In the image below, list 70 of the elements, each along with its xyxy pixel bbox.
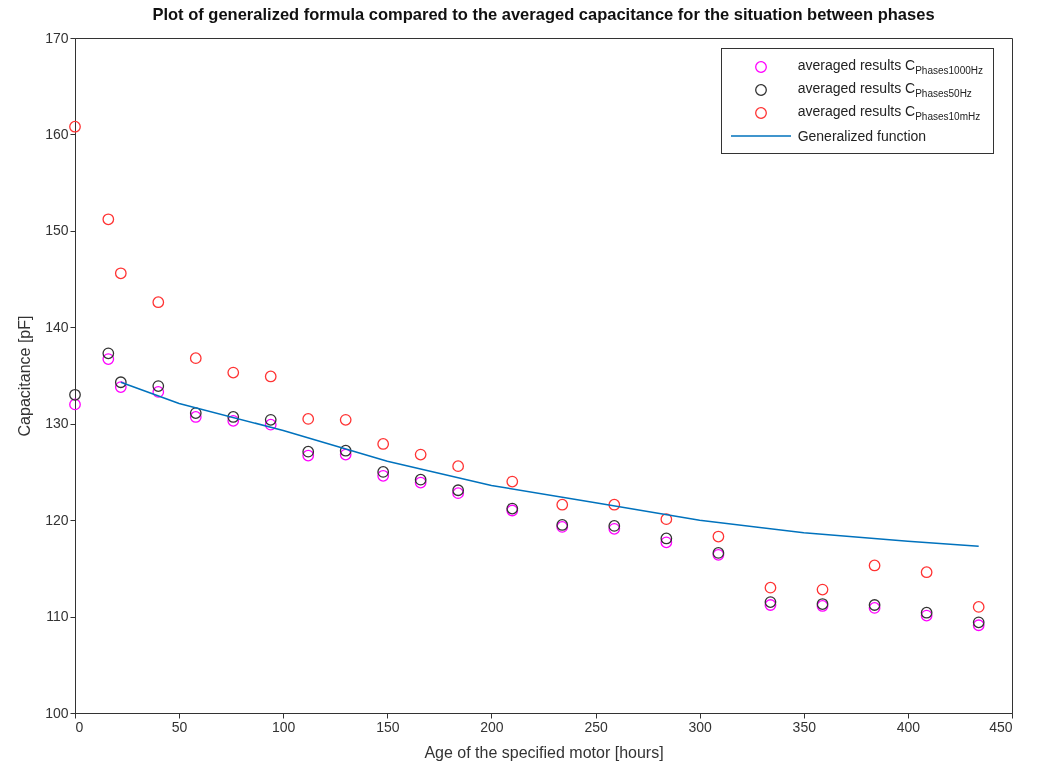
point <box>114 376 127 389</box>
x-tick-label: 150 <box>376 718 400 735</box>
x-tick-label: 0 <box>75 718 84 735</box>
y-tick-label: 150 <box>45 222 69 239</box>
y-tick-label: 160 <box>45 125 69 142</box>
point <box>102 347 115 360</box>
y-tick-label: 170 <box>45 29 69 46</box>
point <box>660 513 673 526</box>
legend-label: averaged results C$_{Phases10mHz}$ <box>797 103 981 122</box>
point <box>377 438 390 450</box>
point <box>377 466 390 478</box>
x-tick-label: 400 <box>896 718 921 735</box>
point <box>920 566 933 579</box>
y-tick-label: 100 <box>45 704 69 721</box>
point <box>972 601 985 613</box>
point <box>69 388 81 401</box>
line-series <box>120 381 980 547</box>
point <box>302 445 315 458</box>
legend-label: averaged results C$_{Phases50Hz}$ <box>797 80 972 99</box>
point <box>660 536 673 549</box>
point <box>114 267 127 280</box>
x-tick-label: 450 <box>989 718 1013 735</box>
point <box>227 411 240 423</box>
point <box>189 407 202 419</box>
point <box>152 296 165 309</box>
point <box>660 532 673 545</box>
y-tick-label: 120 <box>45 511 69 528</box>
x-axis-title: Age of the specified motor [hours] <box>424 743 664 761</box>
point <box>227 414 240 427</box>
point <box>152 386 165 398</box>
point <box>452 460 465 473</box>
legend-label: Generalized function <box>797 127 927 144</box>
x-tick-label: 100 <box>272 718 296 735</box>
point <box>712 530 725 543</box>
point <box>102 353 115 365</box>
point <box>102 213 115 226</box>
point <box>227 366 240 379</box>
point <box>556 498 569 511</box>
x-tick-label: 200 <box>480 718 504 735</box>
point <box>608 498 621 511</box>
point <box>152 380 165 392</box>
point <box>302 413 315 425</box>
point <box>377 469 390 482</box>
point <box>868 559 881 572</box>
x-tick-label: 250 <box>584 718 608 735</box>
point <box>506 475 519 488</box>
x-tick-label: 50 <box>171 718 188 735</box>
point <box>816 583 829 596</box>
x-tick-label: 350 <box>792 718 817 735</box>
point <box>414 448 427 461</box>
y-tick-label: 140 <box>45 318 69 335</box>
y-tick-label: 130 <box>45 415 69 432</box>
point <box>114 381 127 393</box>
legend-label: averaged results C$_{Phases1000Hz}$ <box>797 57 983 76</box>
x-tick-label: 300 <box>688 718 713 735</box>
point <box>69 120 81 133</box>
point <box>764 581 777 594</box>
chart-title: Plot of generalized formula compared to the averaged capacitance for the situation between phases <box>152 4 935 23</box>
point <box>264 418 277 431</box>
point <box>69 398 81 411</box>
point <box>189 411 202 423</box>
point <box>339 444 352 457</box>
point <box>339 413 352 426</box>
point <box>264 370 277 383</box>
point <box>264 413 277 426</box>
y-axis-title: Capacitance [pF] <box>16 315 34 437</box>
y-tick-label: 110 <box>46 608 69 625</box>
point <box>189 352 202 365</box>
point <box>339 448 352 461</box>
point <box>302 449 315 462</box>
